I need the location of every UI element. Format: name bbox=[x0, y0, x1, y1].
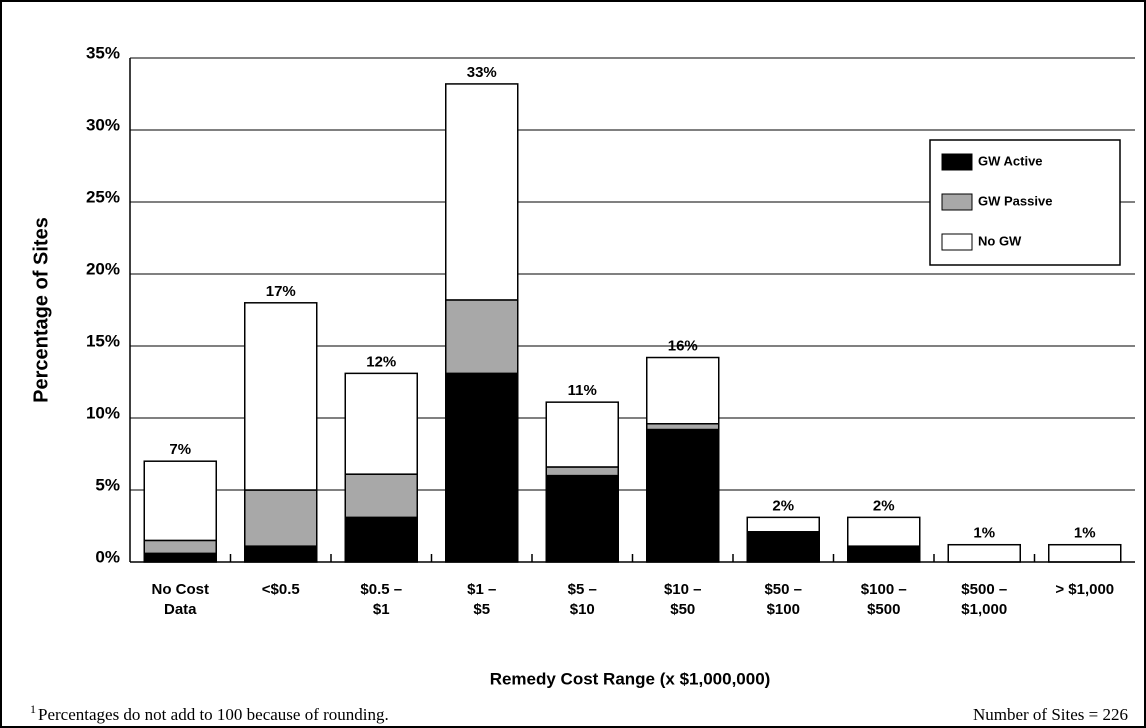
note: Number of Sites = 226 bbox=[973, 705, 1128, 724]
bar-segment bbox=[445, 83, 519, 301]
y-tick-label: 35% bbox=[86, 43, 120, 62]
bar-segment bbox=[244, 489, 318, 547]
legend-label: GW Passive bbox=[978, 193, 1052, 208]
x-tick-label: $5 bbox=[473, 601, 490, 618]
bar-segment bbox=[143, 539, 217, 555]
y-tick-label: 10% bbox=[86, 403, 120, 422]
x-tick-label: $5 – bbox=[568, 581, 597, 598]
x-tick-label: No Cost bbox=[152, 581, 210, 598]
x-tick-label: $1 – bbox=[467, 581, 496, 598]
legend-swatch bbox=[941, 153, 973, 171]
bar-segment bbox=[344, 516, 418, 563]
bar-segment bbox=[545, 474, 619, 563]
x-tick-label: $0.5 – bbox=[360, 581, 402, 598]
total-label: 2% bbox=[873, 497, 895, 514]
x-tick-label: $1,000 bbox=[961, 601, 1007, 618]
bar-segment bbox=[445, 299, 519, 375]
bar-segment bbox=[143, 460, 217, 542]
bar-segment bbox=[545, 401, 619, 468]
total-label: 11% bbox=[568, 382, 597, 399]
total-label: 1% bbox=[1074, 525, 1096, 542]
bar-segment bbox=[244, 302, 318, 491]
x-tick-label: $100 – bbox=[861, 581, 907, 598]
x-tick-label: > $1,000 bbox=[1055, 581, 1114, 598]
bar-segment bbox=[344, 473, 418, 519]
x-tick-label: $500 – bbox=[961, 581, 1007, 598]
bar-segment bbox=[746, 516, 820, 533]
total-label: 17% bbox=[266, 283, 296, 300]
bar-segment bbox=[847, 516, 921, 547]
bar-segment bbox=[1048, 543, 1122, 563]
y-tick-label: 15% bbox=[86, 331, 120, 350]
y-tick-label: 25% bbox=[86, 187, 120, 206]
legend-label: No GW bbox=[978, 233, 1022, 248]
bar-segment bbox=[143, 552, 217, 563]
footnote-mark: 1 bbox=[30, 702, 36, 716]
x-tick-label: $50 bbox=[670, 601, 695, 618]
legend-swatch bbox=[941, 193, 973, 211]
x-tick-label: $1 bbox=[373, 601, 390, 618]
x-tick-label: $100 bbox=[767, 601, 800, 618]
legend-label: GW Active bbox=[978, 153, 1043, 168]
x-tick-label: <$0.5 bbox=[262, 581, 300, 598]
y-axis-title: Percentage of Sites bbox=[30, 217, 52, 403]
x-tick-label: $10 – bbox=[664, 581, 702, 598]
y-tick-label: 30% bbox=[86, 115, 120, 134]
total-label: 33% bbox=[467, 64, 497, 81]
legend-swatch bbox=[941, 233, 973, 251]
bar-segment bbox=[445, 372, 519, 563]
bar-segment bbox=[545, 466, 619, 477]
bar-segment bbox=[646, 356, 720, 425]
x-tick-label: $50 – bbox=[764, 581, 802, 598]
footnote: Percentages do not add to 100 because of… bbox=[38, 705, 389, 724]
x-tick-label: $500 bbox=[867, 601, 900, 618]
y-tick-label: 0% bbox=[95, 547, 120, 566]
bar-segment bbox=[646, 428, 720, 563]
bar-segment bbox=[746, 531, 820, 563]
total-label: 16% bbox=[668, 337, 698, 354]
total-label: 7% bbox=[169, 441, 191, 458]
bar-segment bbox=[244, 545, 318, 563]
bar-segment bbox=[646, 423, 720, 431]
x-axis-title: Remedy Cost Range (x $1,000,000) bbox=[490, 669, 771, 688]
bar-segment bbox=[344, 372, 418, 475]
bar-segment bbox=[847, 545, 921, 563]
x-tick-label: $10 bbox=[570, 601, 595, 618]
y-tick-label: 20% bbox=[86, 259, 120, 278]
total-label: 12% bbox=[366, 353, 396, 370]
total-label: 2% bbox=[772, 497, 794, 514]
x-tick-label: Data bbox=[164, 601, 197, 618]
y-tick-label: 5% bbox=[95, 475, 120, 494]
total-label: 1% bbox=[973, 525, 995, 542]
bar-segment bbox=[947, 543, 1021, 563]
